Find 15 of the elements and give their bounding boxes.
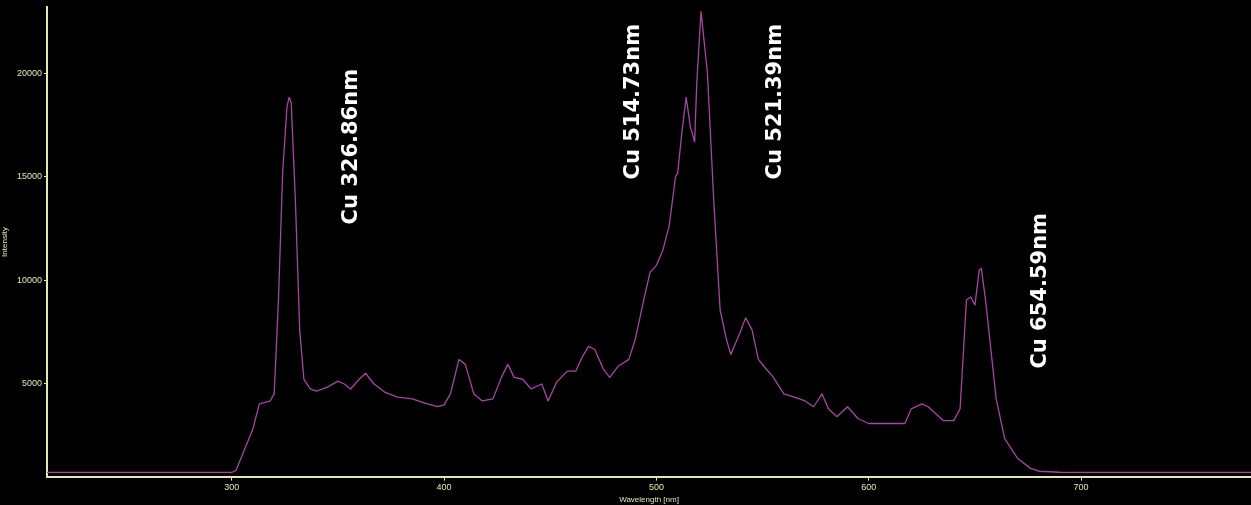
annotation: Cu 326.86nm xyxy=(338,68,363,225)
annotation: Cu 521.39nm xyxy=(761,23,786,180)
x-tick-label: 400 xyxy=(436,482,452,493)
x-axis-title: Wavelength [nm] xyxy=(619,495,679,505)
y-tick-label: 15000 xyxy=(16,171,42,182)
x-tick-label: 700 xyxy=(1073,482,1089,493)
annotation: Cu 514.73nm xyxy=(619,23,644,180)
x-tick-label: 600 xyxy=(861,482,877,493)
annotation: Cu 654.59nm xyxy=(1026,213,1051,369)
y-tick-label: 20000 xyxy=(16,68,42,79)
x-tick-label: 500 xyxy=(648,482,664,493)
y-axis-title: Intensity xyxy=(0,227,9,257)
x-tick-label: 300 xyxy=(224,482,240,493)
y-tick-label: 10000 xyxy=(16,274,42,285)
y-tick-label: 5000 xyxy=(21,378,42,389)
